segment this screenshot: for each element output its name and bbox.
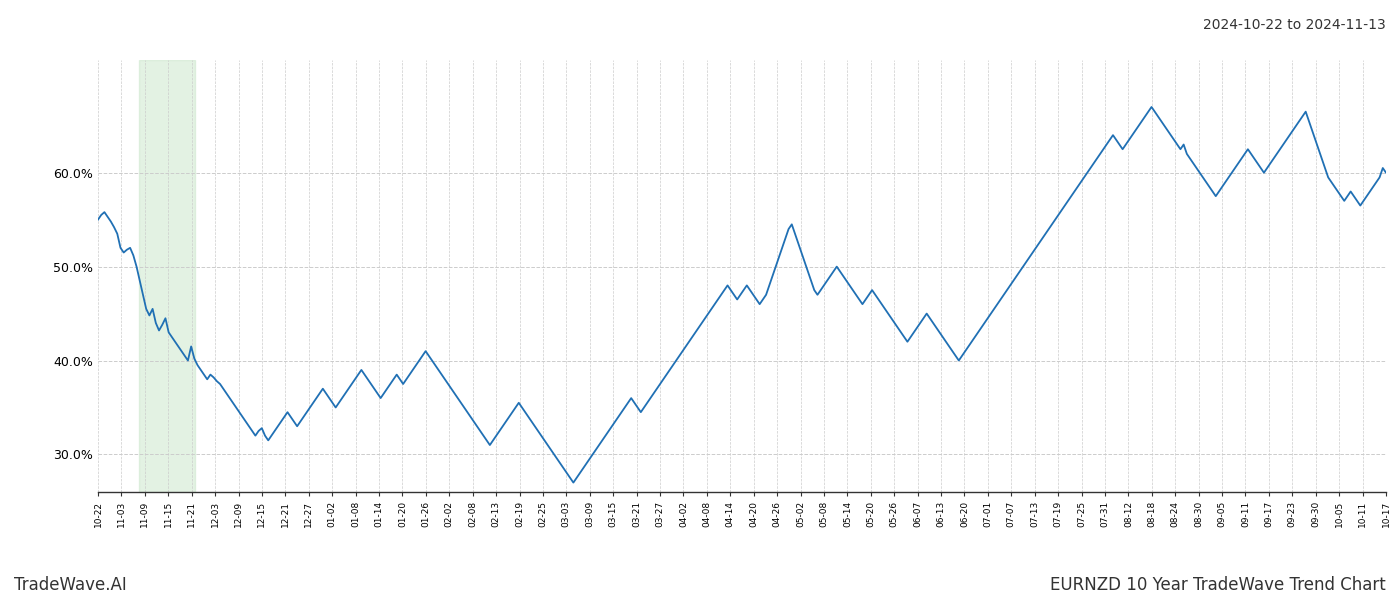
- Text: TradeWave.AI: TradeWave.AI: [14, 576, 127, 594]
- Text: 2024-10-22 to 2024-11-13: 2024-10-22 to 2024-11-13: [1203, 18, 1386, 32]
- Bar: [140, 60, 195, 492]
- Text: EURNZD 10 Year TradeWave Trend Chart: EURNZD 10 Year TradeWave Trend Chart: [1050, 576, 1386, 594]
